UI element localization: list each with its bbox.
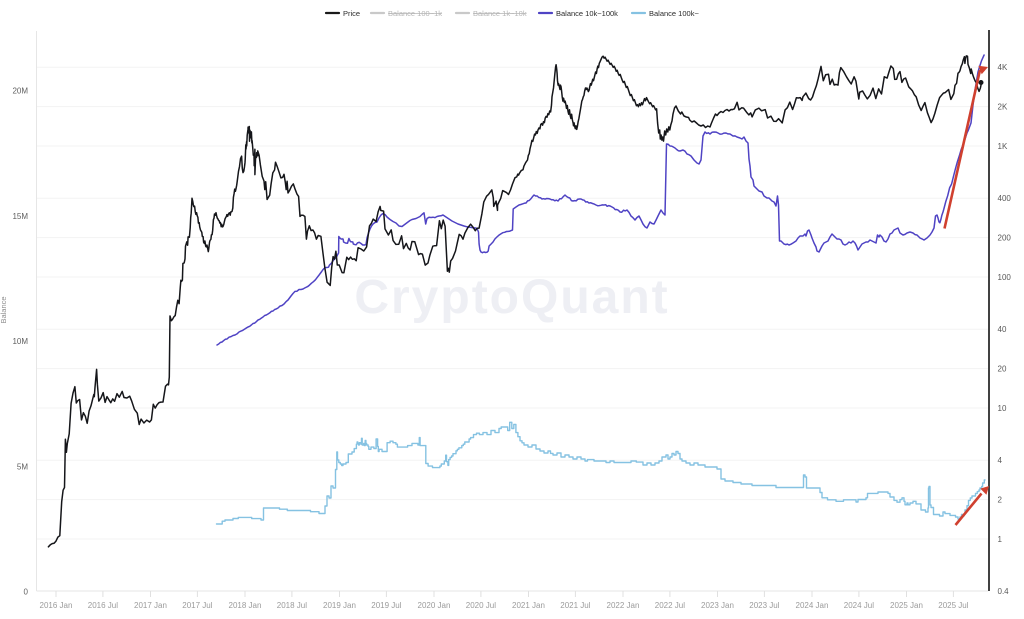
svg-text:20: 20 <box>998 365 1007 374</box>
svg-text:5M: 5M <box>17 462 28 471</box>
svg-text:2020 Jan: 2020 Jan <box>418 601 451 610</box>
svg-text:2020 Jul: 2020 Jul <box>466 601 496 610</box>
svg-text:2025 Jul: 2025 Jul <box>938 601 968 610</box>
svg-text:40: 40 <box>998 325 1007 334</box>
svg-text:2024 Jan: 2024 Jan <box>796 601 829 610</box>
svg-text:400: 400 <box>998 194 1012 203</box>
svg-text:Balance 10k~100k: Balance 10k~100k <box>556 9 618 18</box>
svg-text:15M: 15M <box>12 212 28 221</box>
svg-text:20M: 20M <box>12 87 28 96</box>
svg-text:2024 Jul: 2024 Jul <box>844 601 874 610</box>
svg-text:2023 Jan: 2023 Jan <box>701 601 734 610</box>
svg-text:2017 Jan: 2017 Jan <box>134 601 167 610</box>
svg-text:2016 Jan: 2016 Jan <box>40 601 73 610</box>
svg-text:2017 Jul: 2017 Jul <box>182 601 212 610</box>
svg-text:2018 Jul: 2018 Jul <box>277 601 307 610</box>
svg-text:Balance 100k~: Balance 100k~ <box>649 9 699 18</box>
svg-text:Balance 1k~10k: Balance 1k~10k <box>473 9 527 18</box>
svg-text:2022 Jul: 2022 Jul <box>655 601 685 610</box>
svg-text:200: 200 <box>998 234 1012 243</box>
svg-text:Price: Price <box>343 9 360 18</box>
svg-text:10: 10 <box>998 404 1007 413</box>
svg-text:2016 Jul: 2016 Jul <box>88 601 118 610</box>
svg-text:100: 100 <box>998 273 1012 282</box>
svg-text:2K: 2K <box>998 103 1008 112</box>
svg-text:2: 2 <box>998 496 1003 505</box>
svg-text:0: 0 <box>24 588 29 597</box>
svg-text:2021 Jul: 2021 Jul <box>560 601 590 610</box>
svg-text:CryptoQuant: CryptoQuant <box>354 271 669 324</box>
svg-text:2019 Jan: 2019 Jan <box>323 601 356 610</box>
svg-text:2025 Jan: 2025 Jan <box>890 601 923 610</box>
svg-text:4K: 4K <box>998 63 1008 72</box>
svg-text:1: 1 <box>998 535 1003 544</box>
svg-text:Balance 100~1k: Balance 100~1k <box>388 9 442 18</box>
svg-text:10M: 10M <box>12 337 28 346</box>
svg-text:1K: 1K <box>998 142 1008 151</box>
svg-text:2023 Jul: 2023 Jul <box>749 601 779 610</box>
svg-text:2022 Jan: 2022 Jan <box>607 601 640 610</box>
svg-text:4: 4 <box>998 456 1003 465</box>
svg-text:2021 Jan: 2021 Jan <box>512 601 545 610</box>
svg-text:2018 Jan: 2018 Jan <box>229 601 262 610</box>
svg-text:Balance: Balance <box>0 296 8 323</box>
svg-text:2019 Jul: 2019 Jul <box>371 601 401 610</box>
svg-text:0.4: 0.4 <box>998 587 1010 596</box>
